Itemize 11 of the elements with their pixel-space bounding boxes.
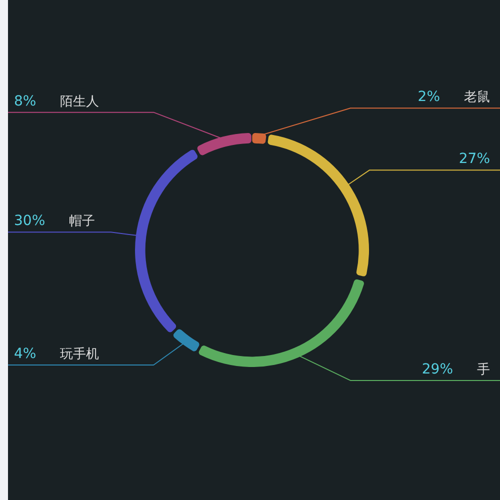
data-label: 30%	[14, 213, 46, 230]
data-label: 29%	[422, 361, 453, 378]
data-label: 2%	[418, 89, 440, 106]
data-label: 27%	[458, 151, 490, 168]
slice-label: 老鼠	[464, 90, 490, 106]
slice-label: 玩手机	[60, 347, 100, 362]
data-label: 4%	[14, 346, 36, 362]
slice-label: 帽子	[69, 214, 96, 230]
slice-label: 陌生人	[60, 94, 100, 110]
data-label: 8%	[14, 93, 36, 110]
slice-label: 手	[477, 362, 490, 378]
